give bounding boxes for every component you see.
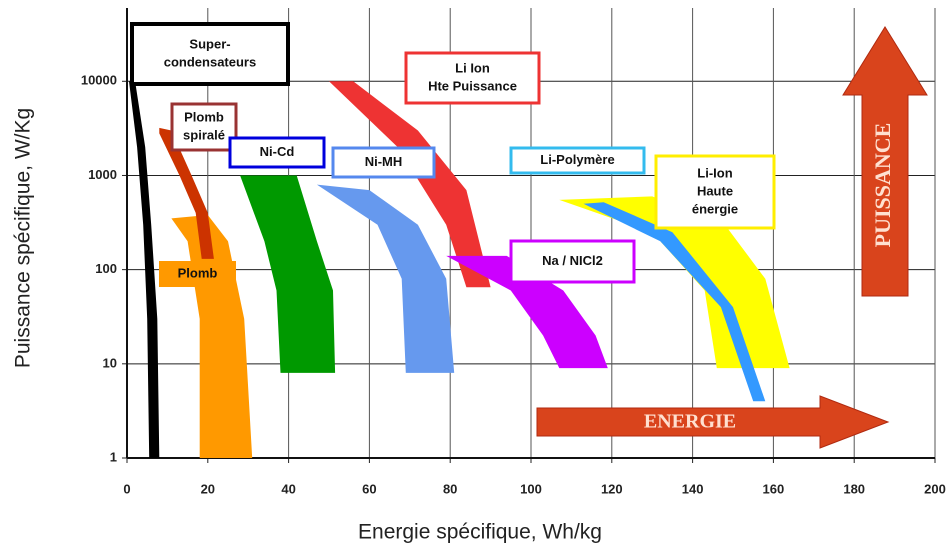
annotation: ENERGIE — [644, 411, 736, 433]
y-tick-label: 1 — [110, 449, 117, 464]
region — [129, 81, 160, 459]
arrow — [536, 395, 890, 449]
label-box — [159, 261, 236, 287]
x-tick-label: 200 — [924, 481, 946, 496]
x-tick-label: 60 — [362, 481, 376, 496]
legend-label: Ni-MH — [365, 154, 403, 169]
legend-label: Ni-Cd — [260, 144, 295, 159]
x-axis-label: Energie spécifique, Wh/kg — [358, 521, 602, 544]
legend-label: Super- — [189, 36, 230, 51]
legend-label: condensateurs — [164, 54, 256, 69]
x-tick-label: 120 — [601, 481, 623, 496]
y-tick-label: 100 — [95, 261, 117, 276]
annotation: PUISSANCE — [870, 123, 895, 248]
legend-label: Li-Polymère — [540, 152, 614, 167]
x-tick-label: 100 — [520, 481, 542, 496]
x-tick-label: 0 — [123, 481, 130, 496]
x-tick-label: 40 — [281, 481, 295, 496]
x-tick-label: 80 — [443, 481, 457, 496]
x-tick-label: 140 — [682, 481, 704, 496]
region — [583, 202, 766, 402]
label-box — [170, 102, 238, 152]
legend-label: Hte Puissance — [428, 78, 517, 93]
legend-label: Haute — [697, 183, 733, 198]
legend-label: Na / NICl2 — [542, 253, 603, 268]
label-box — [331, 146, 436, 179]
label-box — [509, 146, 646, 175]
label-box — [404, 51, 541, 105]
region — [240, 175, 336, 373]
region — [446, 255, 608, 369]
y-tick-label: 10000 — [81, 73, 117, 88]
y-tick-label: 10 — [103, 355, 117, 370]
arrow — [842, 26, 928, 297]
label-box — [228, 136, 326, 169]
region — [159, 127, 214, 259]
region — [316, 184, 455, 373]
legend-label: Plomb — [178, 265, 218, 280]
label-box — [654, 154, 776, 230]
label-box — [509, 239, 636, 284]
x-tick-label: 160 — [763, 481, 785, 496]
label-box — [130, 22, 290, 86]
region — [329, 81, 491, 288]
y-tick-label: 1000 — [88, 167, 117, 182]
y-axis-label: Puissance spécifique, W/Kg — [12, 108, 35, 368]
legend-label: Plomb — [184, 109, 224, 124]
legend-label: Li Ion — [455, 60, 490, 75]
legend-label: Li-Ion — [697, 165, 732, 180]
legend-label: énergie — [692, 201, 738, 216]
x-tick-label: 180 — [843, 481, 865, 496]
x-tick-label: 20 — [201, 481, 215, 496]
legend-label: spiralé — [183, 127, 225, 142]
